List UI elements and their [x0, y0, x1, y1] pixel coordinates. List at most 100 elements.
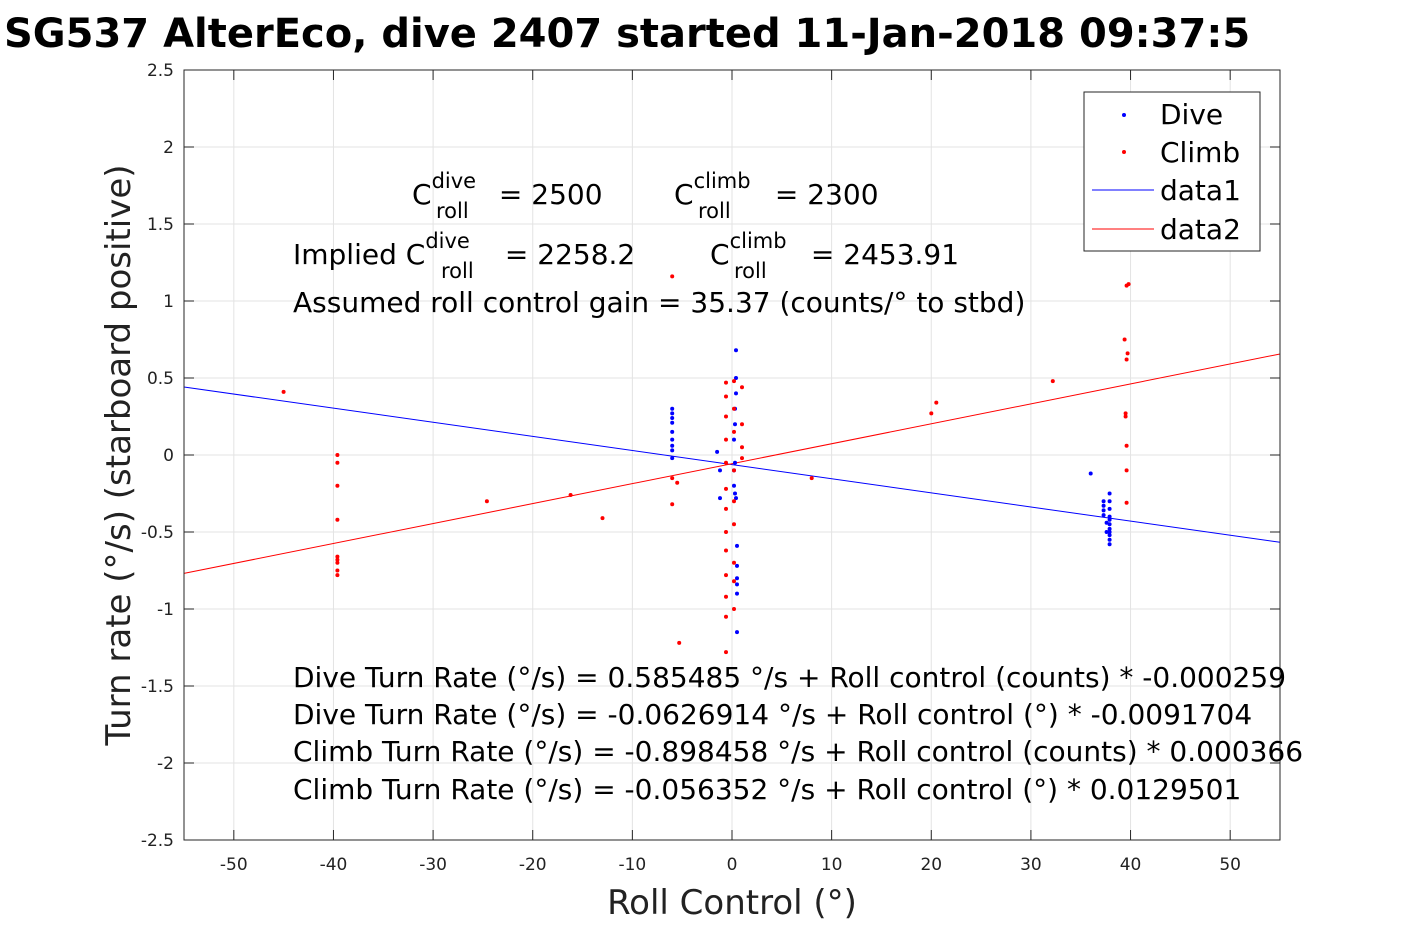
climb-point — [934, 400, 939, 405]
dive-point — [734, 348, 738, 353]
climb-point — [1124, 357, 1129, 362]
implied-c-roll-climb: Cclimb roll = 2453.91 — [710, 229, 959, 283]
y-tick-label: 2.5 — [147, 61, 174, 81]
fit-line-data2 — [183, 353, 1281, 574]
dive-point — [1088, 471, 1093, 476]
climb-point — [732, 468, 736, 473]
climb-fit-counts: Climb Turn Rate (°/s) = -0.898458 °/s + … — [293, 735, 1303, 768]
chart-title: SG537 AlterEco, dive 2407 started 11-Jan… — [4, 11, 1250, 57]
dive-point — [735, 563, 739, 568]
dive-point — [670, 456, 675, 461]
climb-point — [809, 476, 814, 481]
climb-point — [1126, 282, 1131, 287]
dive-point — [670, 443, 675, 448]
dive-point — [670, 420, 675, 425]
x-tick-label: 50 — [1219, 855, 1241, 875]
climb-fit-degrees: Climb Turn Rate (°/s) = -0.056352 °/s + … — [293, 773, 1241, 806]
dive-point — [735, 543, 739, 548]
climb-point — [1124, 468, 1129, 473]
fit-line-data1 — [183, 386, 1281, 543]
dive-point — [1107, 514, 1112, 519]
climb-point — [1124, 443, 1129, 448]
climb-point — [732, 607, 736, 611]
dive-point — [1107, 537, 1112, 542]
x-tick-label: -10 — [618, 855, 646, 875]
dive-point — [734, 376, 738, 380]
climb-point — [732, 429, 736, 434]
climb-point — [1122, 337, 1127, 342]
climb-point — [724, 437, 728, 442]
implied-c-roll: Implied Cdive roll = 2258.2 — [293, 229, 635, 283]
climb-point — [732, 522, 736, 527]
climb-point — [335, 460, 340, 465]
y-tick-label: -2.5 — [141, 831, 174, 851]
dive-point — [1107, 542, 1112, 547]
dive-point — [718, 496, 722, 501]
c-roll-climb: Cclimb roll = 2300 — [674, 169, 879, 223]
climb-point — [670, 476, 675, 481]
y-tick-label: 0.5 — [147, 369, 174, 389]
dive-point — [670, 406, 675, 411]
climb-point — [1123, 414, 1128, 419]
dive-point — [1107, 491, 1112, 496]
dive-point — [1101, 508, 1106, 513]
dive-point — [1107, 499, 1112, 504]
dive-point — [718, 468, 722, 473]
dive-point — [1107, 533, 1112, 538]
climb-point — [724, 594, 728, 599]
y-tick-label: 1 — [163, 292, 174, 312]
climb-point — [670, 502, 675, 507]
climb-point — [732, 379, 736, 384]
dive-point — [1101, 503, 1106, 508]
roll-gain-text: Assumed roll control gain = 35.37 (count… — [293, 286, 1025, 319]
climb-point — [335, 557, 340, 562]
legend-label-dive: Dive — [1160, 98, 1223, 131]
climb-point — [732, 406, 736, 411]
climb-point — [677, 640, 682, 645]
x-axis-ticks: -50 -40 -30 -20 -10 0 10 20 30 40 50 — [220, 70, 1241, 875]
y-tick-label: 1.5 — [147, 215, 174, 235]
climb-point — [740, 422, 744, 427]
climb-point — [600, 516, 605, 521]
dive-point — [1101, 513, 1106, 518]
dive-point — [732, 437, 736, 442]
legend-label-climb: Climb — [1160, 136, 1240, 169]
dive-point — [734, 496, 738, 501]
x-tick-label: -30 — [419, 855, 447, 875]
climb-point — [335, 483, 340, 488]
climb-point — [568, 493, 573, 497]
dive-fit-degrees: Dive Turn Rate (°/s) = -0.0626914 °/s + … — [293, 698, 1252, 731]
x-tick-label: -20 — [519, 855, 547, 875]
fit-lines — [183, 353, 1281, 574]
climb-point — [335, 517, 340, 522]
climb-point — [732, 499, 736, 504]
y-tick-label: -2 — [157, 754, 174, 774]
y-tick-label: 0 — [163, 446, 174, 466]
climb-point — [724, 460, 728, 465]
dive-point — [1107, 526, 1112, 531]
x-tick-label: 30 — [1020, 855, 1042, 875]
dive-point — [715, 449, 720, 454]
dive-point — [1104, 520, 1109, 525]
x-tick-label: 20 — [920, 855, 942, 875]
dive-point — [1107, 506, 1112, 511]
dive-point — [1101, 499, 1106, 504]
climb-point — [675, 480, 680, 485]
climb-point — [740, 445, 744, 450]
dive-point — [735, 630, 739, 635]
climb-point — [335, 453, 340, 457]
climb-point — [724, 380, 728, 385]
legend-label-data1: data1 — [1160, 174, 1241, 207]
x-tick-label: -50 — [220, 855, 248, 875]
climb-point — [335, 573, 340, 578]
climb-point — [732, 560, 736, 565]
climb-point — [335, 554, 340, 559]
climb-point — [1125, 351, 1130, 356]
climb-point — [724, 506, 728, 511]
x-tick-label: 10 — [821, 855, 843, 875]
dive-point — [1104, 530, 1109, 534]
y-tick-label: -0.5 — [141, 523, 174, 543]
dive-point — [670, 411, 675, 416]
climb-point — [724, 486, 728, 491]
climb-point — [724, 614, 728, 619]
